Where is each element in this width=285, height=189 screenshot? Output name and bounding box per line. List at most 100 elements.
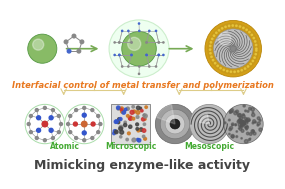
Circle shape [139,107,142,109]
Circle shape [80,40,84,44]
Circle shape [138,73,140,75]
Circle shape [231,47,235,50]
Circle shape [243,122,245,124]
Circle shape [221,28,223,29]
Circle shape [142,129,146,132]
Circle shape [246,120,248,122]
Circle shape [253,37,255,39]
Circle shape [91,108,94,112]
Circle shape [136,110,140,114]
Circle shape [230,71,232,72]
Circle shape [127,65,130,68]
Circle shape [242,123,243,125]
Circle shape [127,30,130,32]
Circle shape [117,107,120,110]
Circle shape [126,107,129,110]
Circle shape [145,106,147,108]
Circle shape [118,41,121,44]
Circle shape [136,128,139,130]
Circle shape [228,25,230,27]
Circle shape [246,118,250,122]
Circle shape [162,41,165,44]
Circle shape [190,104,229,144]
Circle shape [247,132,249,135]
Circle shape [157,41,160,44]
Circle shape [207,23,259,75]
Circle shape [243,105,245,107]
Circle shape [119,118,122,121]
Circle shape [231,136,234,138]
Circle shape [240,122,243,125]
Text: Interfacial control of metal transfer and polymerization: Interfacial control of metal transfer an… [11,81,273,90]
Circle shape [35,136,38,139]
Circle shape [132,117,135,120]
Circle shape [145,41,148,44]
Circle shape [170,119,180,129]
Circle shape [136,115,139,118]
Circle shape [142,135,145,138]
Circle shape [49,128,53,132]
Circle shape [118,54,121,56]
Circle shape [231,134,234,138]
Circle shape [213,29,253,68]
Circle shape [124,121,126,124]
Circle shape [60,122,62,125]
Circle shape [236,25,237,26]
Circle shape [205,20,261,77]
Circle shape [137,106,140,110]
Circle shape [240,125,242,127]
Circle shape [247,110,249,112]
Circle shape [229,112,231,113]
Circle shape [255,44,257,46]
Circle shape [91,136,94,139]
Circle shape [91,122,95,126]
Circle shape [129,125,132,128]
Circle shape [244,68,246,69]
Circle shape [238,123,242,127]
Circle shape [217,65,218,67]
Circle shape [252,130,254,132]
Circle shape [49,116,53,120]
Circle shape [219,33,231,45]
Circle shape [128,37,141,50]
Circle shape [36,128,40,132]
Circle shape [245,110,247,112]
Circle shape [132,105,135,108]
Circle shape [120,130,124,134]
Circle shape [239,128,242,130]
Circle shape [241,120,244,124]
Circle shape [241,129,244,132]
Circle shape [127,107,129,110]
Circle shape [245,127,246,128]
Circle shape [114,120,118,123]
Circle shape [238,113,242,117]
Circle shape [243,122,245,125]
Circle shape [250,63,251,65]
Circle shape [113,54,116,56]
Circle shape [137,129,140,132]
Circle shape [72,34,76,38]
Circle shape [247,126,248,127]
Circle shape [160,109,190,139]
Circle shape [244,121,248,124]
Circle shape [248,119,250,121]
Circle shape [127,115,129,117]
Circle shape [138,22,140,25]
Circle shape [155,104,195,144]
Circle shape [141,118,145,121]
Circle shape [252,60,254,62]
Circle shape [113,132,115,135]
FancyBboxPatch shape [111,104,150,144]
Circle shape [43,106,46,109]
Circle shape [254,57,255,58]
Ellipse shape [109,20,169,77]
Circle shape [123,110,125,113]
Circle shape [130,41,133,44]
Circle shape [230,126,233,129]
Circle shape [67,122,70,125]
Circle shape [126,138,128,141]
Circle shape [148,30,150,32]
Circle shape [143,114,145,116]
Circle shape [216,32,217,33]
Circle shape [229,119,230,121]
